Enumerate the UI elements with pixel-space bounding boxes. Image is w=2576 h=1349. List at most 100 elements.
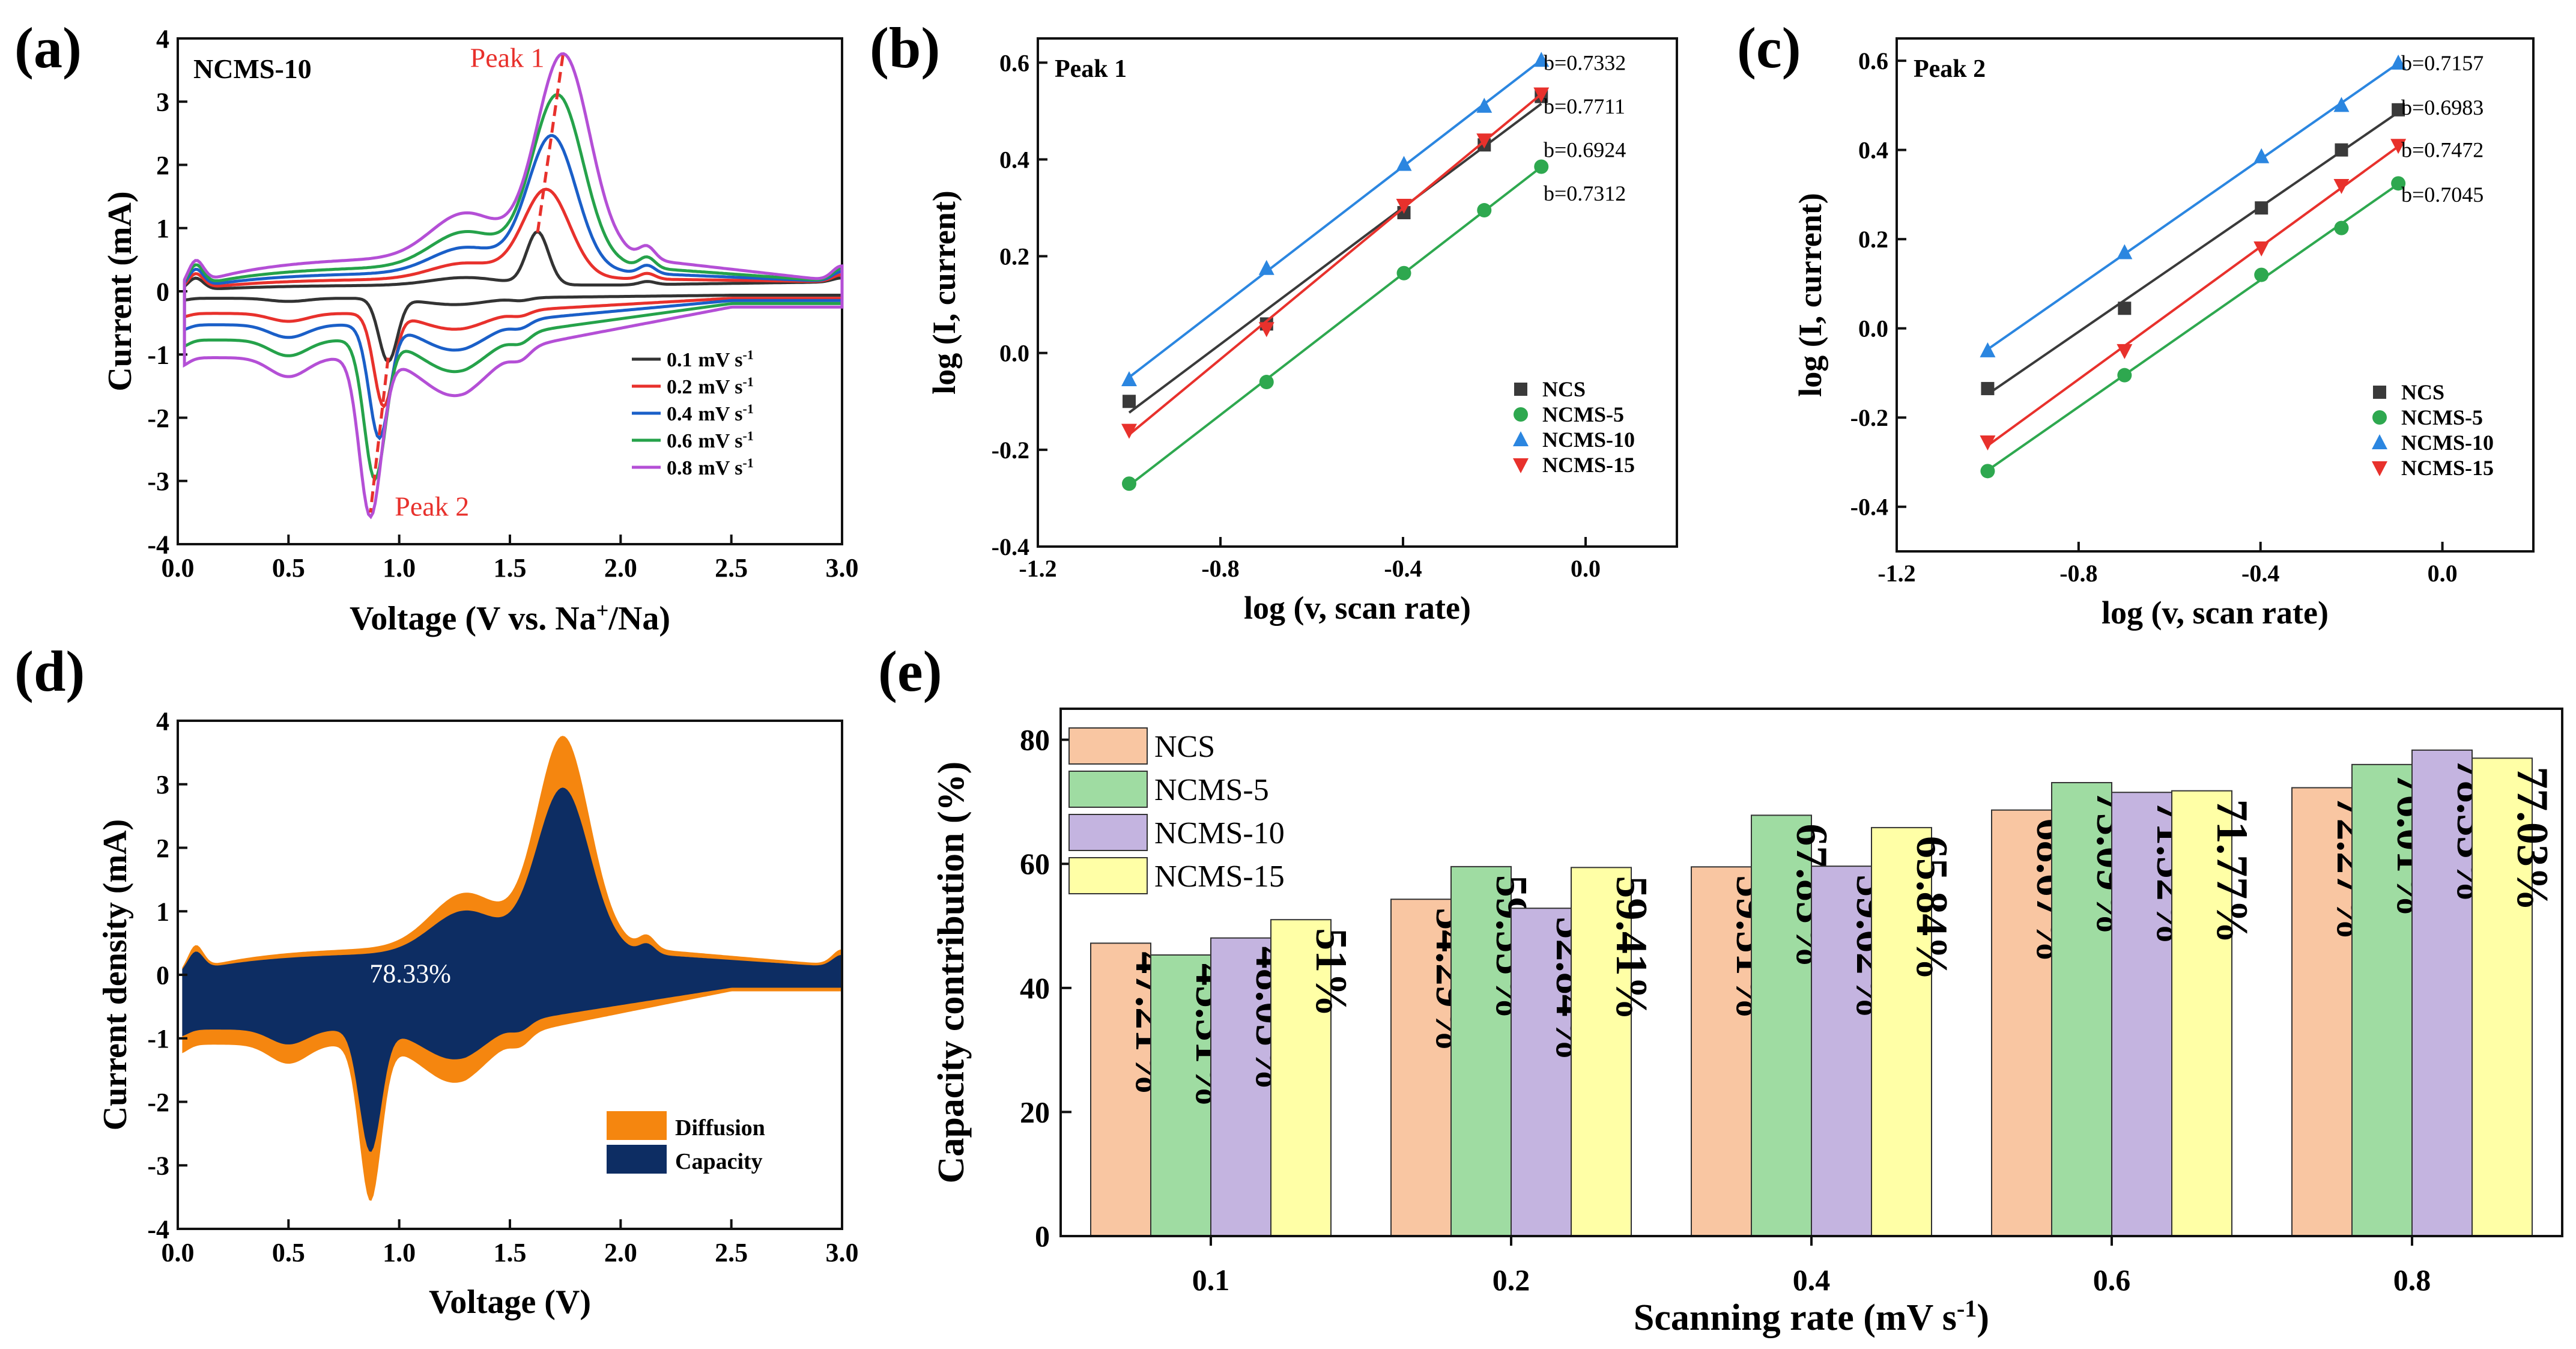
y-tick-label: -2 <box>147 1088 169 1117</box>
bar-value-label: 65.84% <box>1907 836 1956 981</box>
y-axis-label: log (I, current) <box>926 190 962 394</box>
bar-value-label: 77.03% <box>2508 766 2557 911</box>
x-axis-label-tail: /Na) <box>608 600 670 637</box>
bar-value-label: 51% <box>1306 928 1356 1017</box>
fit-line-NCMS-10 <box>1987 62 2399 351</box>
x-tick-label: 2.5 <box>715 553 748 583</box>
y-tick-label: 3 <box>156 88 169 117</box>
legend-unit: mV s <box>699 403 743 425</box>
b-value-label: b=0.7332 <box>1544 50 1626 74</box>
x-tick-label: -0.4 <box>1384 555 1422 582</box>
data-point-NCMS-5 <box>1396 265 1411 280</box>
fit-line-NCMS-15 <box>1128 93 1542 436</box>
x-axis-label-main: Scanning rate (mV s <box>1634 1297 1957 1338</box>
legend-entry: NCMS-15 <box>1154 859 1285 894</box>
legend-unit-sup: -1 <box>743 428 754 443</box>
legend-marker <box>2372 461 2387 476</box>
y-tick-label: 0.6 <box>1858 47 1888 74</box>
x-axis-label-sup: -1 <box>1957 1295 1977 1322</box>
legend-rate: 0.6 <box>667 430 692 452</box>
legend-entry: Capacity <box>675 1149 763 1174</box>
y-tick-label: 0 <box>156 277 169 306</box>
fit-line-NCS <box>1987 111 2399 396</box>
bar-NCMS-5-0.2 <box>1450 865 1512 1237</box>
b-value-label: b=0.6924 <box>1544 138 1626 162</box>
data-point-NCMS-15 <box>1121 423 1137 439</box>
bar-NCMS-15-0.4 <box>1871 826 1932 1237</box>
y-tick-label: 0 <box>156 960 169 990</box>
data-point-NCS <box>2255 201 2268 215</box>
legend-unit: mV s <box>699 349 743 371</box>
capacitive-ratio-label: 78.33% <box>369 959 451 989</box>
b-value-label: b=0.7045 <box>2401 183 2484 207</box>
sample-label: NCMS-10 <box>193 53 312 84</box>
data-point-NCMS-15 <box>2117 344 2133 359</box>
panel-a-cv-plot: 0.0 0.5 1.0 1.5 2.0 2.5 3.0 -4 -3 -2 -1 0 1 2 3 4 NCMS-1… <box>102 24 859 637</box>
legend-entry: 0.6 mV s-1 <box>667 428 754 453</box>
legend-rate: 0.2 <box>667 376 692 398</box>
y-tick-label: 0.4 <box>999 146 1029 173</box>
x-tick-label: 0.0 <box>162 1238 195 1267</box>
bar-NCMS-10-0.8 <box>2411 749 2473 1237</box>
legend-entry: NCMS-10 <box>1154 816 1285 850</box>
panel-label: (c) <box>1737 16 1801 80</box>
legend-entry: NCS <box>2401 380 2444 404</box>
cv-curve-0.8 <box>183 52 844 520</box>
plot-frame <box>1896 37 2535 553</box>
y-tick-label: 4 <box>156 706 169 736</box>
legend-unit-sup: -1 <box>743 374 754 389</box>
y-tick-label: 2 <box>156 151 169 180</box>
x-axis-label: log (v, scan rate) <box>1244 590 1471 626</box>
plot-frame <box>1037 37 1678 548</box>
panel-d-area-plot: 0.0 0.5 1.0 1.5 2.0 2.5 3.0 -4 -3 -2 -1 0 1 2 3 4 78.33%… <box>97 706 859 1321</box>
peak-2-annotation: Peak 2 <box>395 491 469 522</box>
data-point-NCMS-15 <box>2253 241 2270 257</box>
y-axis-label: Capacity contribution (%) <box>931 762 972 1184</box>
inset-title: Peak 2 <box>1914 55 1986 83</box>
b-value-label: b=0.7312 <box>1544 181 1626 205</box>
legend-entry: Diffusion <box>675 1115 765 1141</box>
data-point-NCMS-5 <box>1259 375 1274 390</box>
legend-rate: 0.1 <box>667 349 692 371</box>
legend-entry: NCS <box>1542 377 1586 401</box>
legend-rate: 0.8 <box>667 457 692 479</box>
data-point-NCMS-10 <box>1476 97 1493 113</box>
legend-entry: NCMS-10 <box>2401 431 2494 455</box>
y-tick-label: -0.4 <box>1850 494 1888 521</box>
y-tick-label: 0 <box>1035 1219 1050 1253</box>
legend-entry: 0.1 mV s-1 <box>667 347 754 372</box>
data-point-NCMS-5 <box>2254 267 2269 282</box>
legend-swatch <box>607 1145 667 1174</box>
x-tick-label: 2.0 <box>604 553 637 583</box>
x-tick-label: 1.0 <box>383 553 416 583</box>
x-axis-label: Voltage (V vs. Na+/Na) <box>350 598 670 637</box>
b-value-label: b=0.6983 <box>2401 95 2484 120</box>
y-tick-label: 20 <box>1020 1095 1050 1129</box>
y-tick-label: 2 <box>156 834 169 863</box>
x-tick-label: -0.4 <box>2241 560 2279 587</box>
panel-c-log-plot: -1.2 -0.8 -0.4 0.0 -0.4 -0.2 0.0 0.2 0.4 0.6 b=0.7… <box>1792 37 2535 631</box>
y-axis-label: log (I, current) <box>1792 193 1828 396</box>
y-tick-label: -2 <box>147 404 169 433</box>
data-point-NCMS-10 <box>1396 156 1412 171</box>
data-point-NCMS-15 <box>2333 179 2350 195</box>
x-axis-label-sup: + <box>596 598 609 622</box>
y-axis-label: Current (mA) <box>102 191 139 391</box>
bar-NCMS-15-0.2 <box>1571 867 1632 1237</box>
bar-value-label: 71.77% <box>2207 799 2256 944</box>
y-tick-label: 0.6 <box>999 49 1029 76</box>
data-point-NCMS-5 <box>2117 368 2132 383</box>
y-tick-label: 0.2 <box>999 243 1029 270</box>
b-value-label: b=0.7711 <box>1544 94 1625 118</box>
x-tick-label: 0.0 <box>162 553 195 583</box>
data-point-NCMS-15 <box>1533 87 1550 103</box>
x-axis-label-tail: ) <box>1977 1297 1989 1338</box>
data-point-NCMS-5 <box>1122 476 1136 491</box>
panel-b-log-plot: -1.2 -0.8 -0.4 0.0 -0.4 -0.2 0.0 0.2 0.4 0.6 b=0.7… <box>926 37 1678 626</box>
data-point-NCMS-10 <box>2253 148 2270 163</box>
x-tick-label: 0.5 <box>272 553 305 583</box>
data-point-NCMS-10 <box>1258 259 1274 275</box>
legend-unit: mV s <box>699 457 743 479</box>
legend-unit: mV s <box>699 376 743 398</box>
